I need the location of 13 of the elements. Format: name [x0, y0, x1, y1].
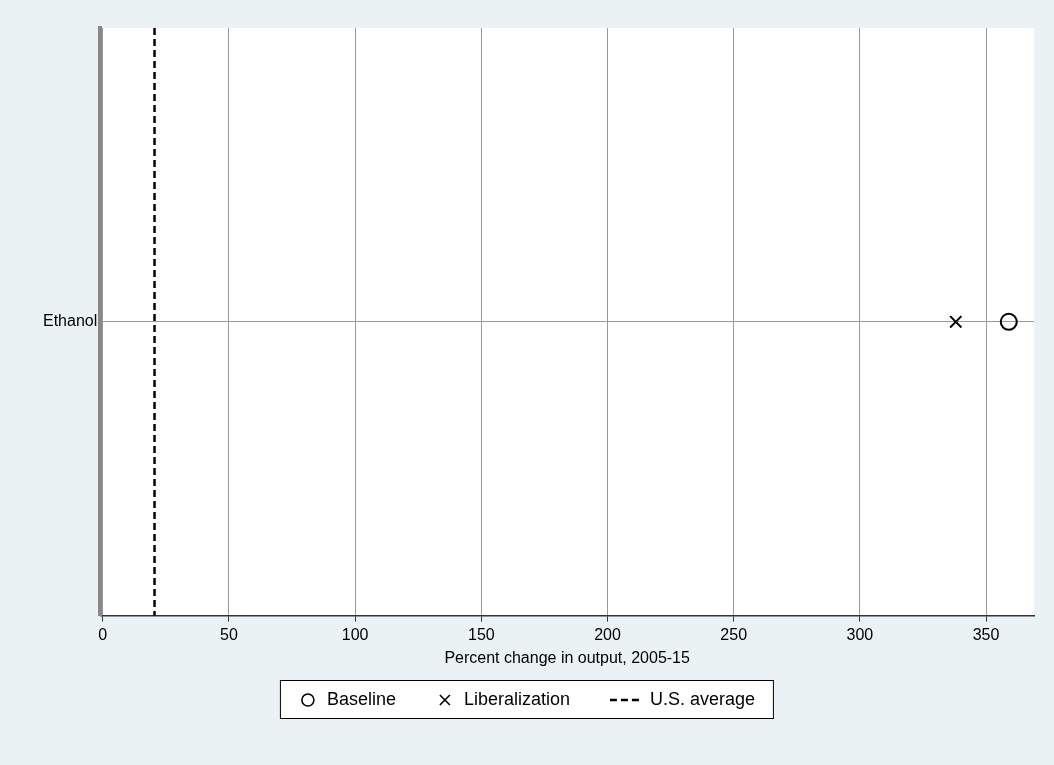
x-tick-label: 0 — [98, 625, 108, 643]
x-tick-label: 100 — [341, 625, 369, 643]
x-axis-title: Percent change in output, 2005-15 — [444, 648, 690, 666]
legend-label: Liberalization — [463, 689, 571, 710]
x-tick-label: 50 — [220, 625, 238, 643]
x-tick-label: 250 — [720, 625, 748, 643]
y-tick-label: Ethanol — [43, 312, 98, 330]
legend-label: Baseline — [326, 689, 396, 710]
x-tick-label: 200 — [594, 625, 621, 643]
x-tick-label: 150 — [467, 625, 495, 643]
x-tick-label: 350 — [972, 625, 1000, 643]
legend-label: U.S. average — [650, 689, 756, 710]
x-tick-label: 300 — [846, 625, 874, 643]
